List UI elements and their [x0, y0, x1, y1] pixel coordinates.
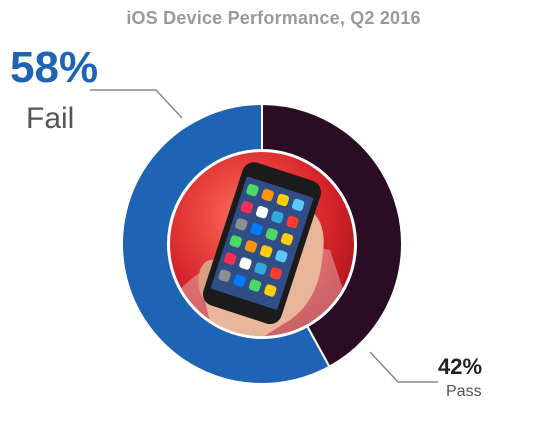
- fail-percentage-label: 58%: [10, 43, 99, 92]
- slice-fail: [121, 102, 331, 385]
- fail-category-label: Fail: [26, 102, 75, 135]
- pass-leader-line: [369, 351, 438, 383]
- app-icon: [255, 206, 269, 219]
- app-icon: [229, 235, 242, 248]
- app-icon: [239, 257, 252, 270]
- chart-title: iOS Device Performance, Q2 2016: [126, 8, 421, 28]
- leader-lines: [90, 89, 438, 383]
- app-icon: [271, 210, 284, 224]
- app-icon: [218, 269, 231, 282]
- app-icon: [275, 250, 288, 263]
- app-icon: [246, 183, 259, 197]
- donut-slices: [121, 102, 403, 385]
- app-icon: [276, 193, 290, 207]
- app-icon: [250, 223, 263, 236]
- smartphone-in-hand-icon: [170, 152, 354, 336]
- app-icon: [261, 188, 274, 202]
- app-icon: [233, 274, 247, 287]
- app-icon: [224, 252, 237, 265]
- app-icon: [248, 279, 262, 292]
- pass-category-label: Pass: [446, 383, 482, 400]
- app-icon: [286, 215, 299, 229]
- app-icon: [264, 284, 277, 297]
- app-icon: [254, 262, 267, 275]
- app-icon: [260, 245, 273, 258]
- pass-percentage-label: 42%: [438, 354, 483, 379]
- app-icon: [244, 240, 258, 253]
- app-icon: [291, 198, 305, 212]
- app-icon: [280, 233, 294, 246]
- slice-pass: [261, 102, 403, 369]
- app-icon: [240, 201, 254, 214]
- app-icon: [269, 267, 283, 280]
- app-icon: [265, 228, 278, 241]
- fail-leader-line: [90, 89, 183, 119]
- app-icon: [235, 218, 248, 231]
